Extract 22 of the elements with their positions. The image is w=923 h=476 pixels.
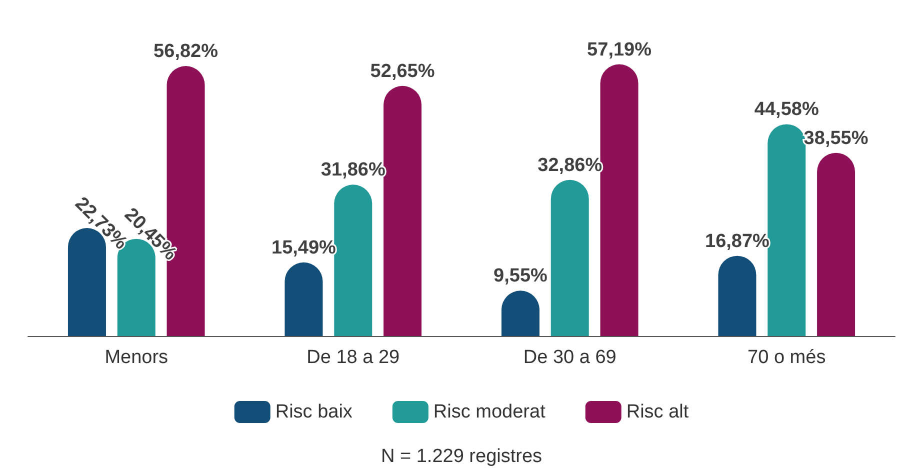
bar [817, 152, 856, 336]
data-label: 44,58% [754, 99, 819, 120]
bar [334, 184, 372, 336]
data-label: 52,65% [370, 60, 435, 82]
bar [600, 64, 638, 336]
data-label: 38,55% [804, 128, 868, 149]
x-tick-label: De 30 a 69 [523, 347, 616, 368]
bar [384, 86, 422, 336]
data-label: 56,82% [154, 41, 218, 62]
x-tick-label: 70 o més [748, 347, 826, 368]
data-label: 9,55% [494, 266, 548, 287]
legend-label: Risc alt [626, 402, 690, 422]
data-label: 57,19% [587, 39, 652, 60]
bar [718, 256, 756, 336]
bar [768, 124, 806, 336]
x-tick-label: De 18 a 29 [306, 347, 400, 368]
legend-label: Risc moderat [433, 402, 546, 422]
legend-label: Risc baix [275, 402, 353, 422]
x-tick-label: Menors [104, 347, 168, 368]
bar [550, 180, 589, 336]
text: N = 1.229 registres [380, 446, 542, 467]
bar [284, 262, 323, 336]
